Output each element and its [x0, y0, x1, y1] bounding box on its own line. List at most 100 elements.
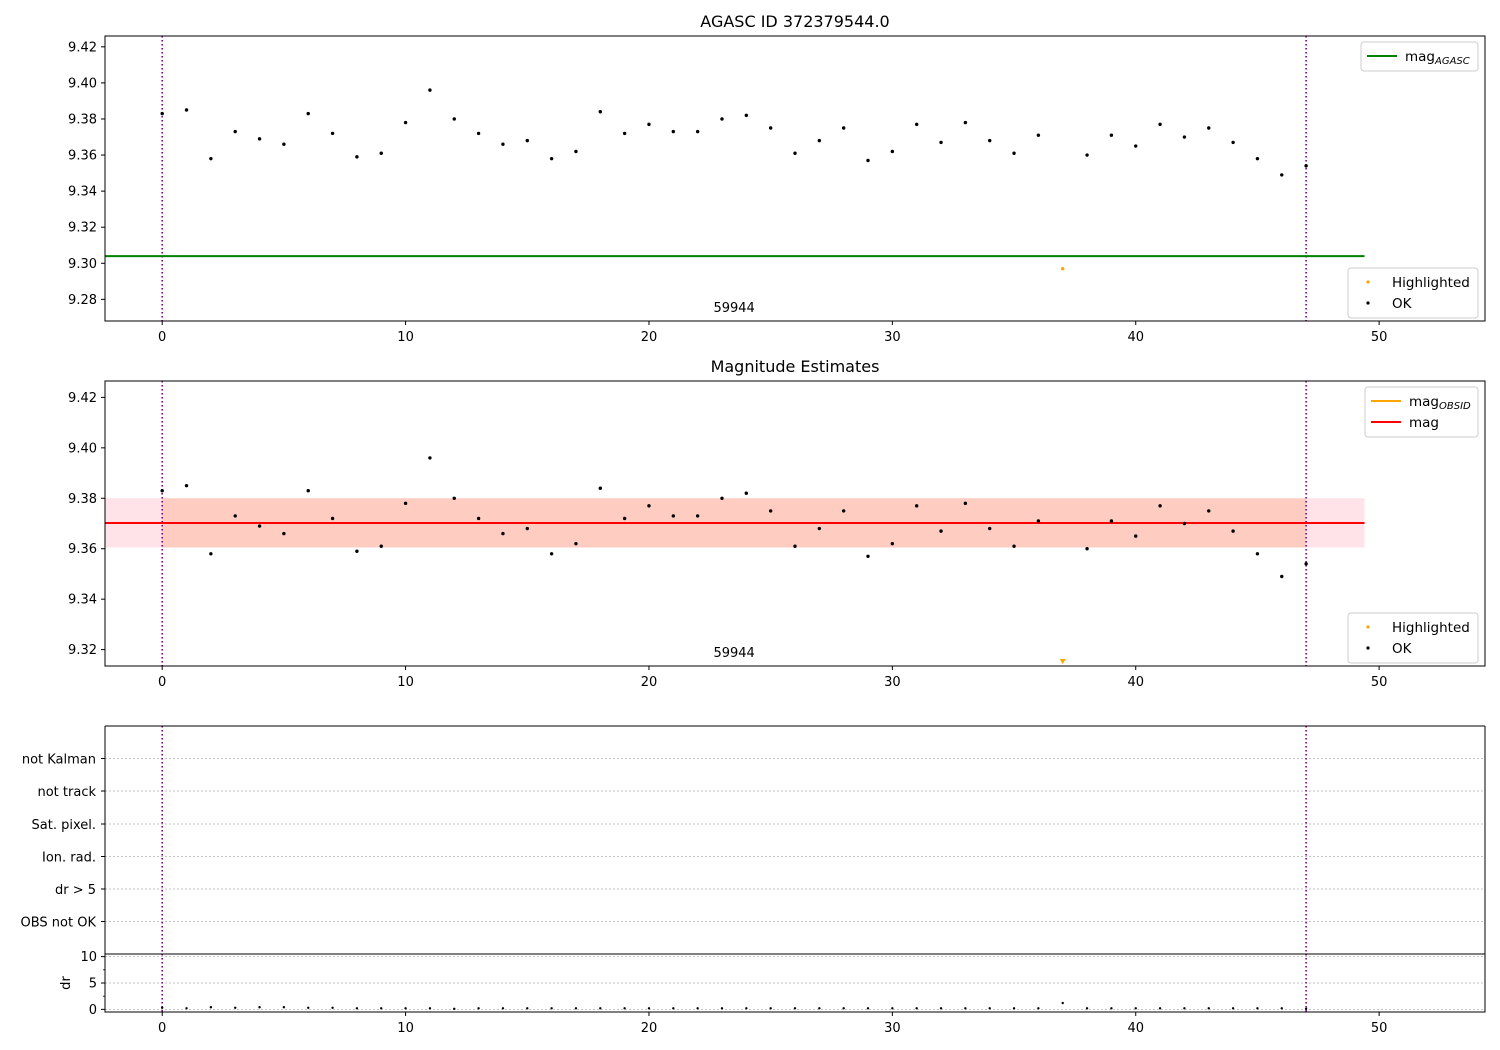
legend-label-main: OK	[1392, 296, 1413, 312]
data-point-ok	[525, 138, 529, 143]
data-point-ok	[841, 126, 846, 130]
flag-category-label: Ion. rad.	[42, 851, 96, 866]
obs-annotation: 59944	[713, 646, 754, 661]
data-point-ok	[257, 524, 262, 528]
data-point-ok	[209, 156, 213, 161]
data-point-ok	[1085, 153, 1089, 157]
data-point-ok	[233, 129, 237, 134]
x-tick-label: 40	[1127, 1021, 1144, 1036]
x-tick-label: 20	[641, 675, 658, 690]
x-tick-label: 30	[884, 1021, 901, 1036]
data-point-ok	[939, 140, 943, 145]
data-point-ok	[257, 137, 262, 141]
dr-point	[1134, 1007, 1137, 1010]
data-point-ok	[817, 138, 822, 143]
legend-label: Highlighted	[1392, 620, 1470, 636]
data-point-ok	[330, 131, 335, 136]
panel-title: AGASC ID 372379544.0	[700, 12, 889, 31]
data-point-ok	[988, 526, 992, 531]
x-tick-label: 10	[397, 675, 414, 690]
legend-point-swatch	[1366, 301, 1370, 305]
data-point-ok	[890, 149, 895, 154]
legend-label: magOBSID	[1409, 394, 1471, 412]
data-point-ok	[1182, 521, 1187, 526]
dr-point	[428, 1007, 432, 1010]
dr-point	[964, 1007, 967, 1010]
data-point-ok	[452, 496, 456, 500]
data-point-highlighted	[1061, 266, 1065, 271]
data-point-ok	[720, 496, 724, 500]
legend-label: magAGASC	[1405, 49, 1470, 67]
data-point-ok	[306, 489, 310, 493]
dr-point	[331, 1006, 334, 1009]
y-tick-label: 9.34	[68, 593, 97, 608]
data-point-ok	[1036, 133, 1041, 137]
dr-point	[258, 1006, 261, 1009]
data-point-ok	[282, 531, 286, 536]
dr-point	[818, 1007, 821, 1010]
dr-point	[793, 1007, 797, 1010]
data-point-ok	[379, 544, 383, 548]
data-point-ok	[1231, 529, 1235, 533]
data-point-ok	[914, 504, 919, 508]
legend-label-main: mag	[1409, 415, 1439, 431]
data-point-ok	[1304, 562, 1308, 566]
data-point-ok	[988, 138, 992, 143]
x-tick-label: 50	[1371, 330, 1388, 345]
data-point-ok	[233, 514, 237, 518]
y-tick-label: 0	[89, 1003, 97, 1018]
data-point-ok	[476, 131, 481, 136]
legend-label-subscript: OBSID	[1439, 401, 1471, 412]
data-point-ok	[403, 120, 408, 125]
data-point-ok	[1134, 144, 1138, 148]
x-tick-label: 20	[641, 330, 658, 345]
legend-label: mag	[1409, 415, 1439, 431]
legend-box	[1360, 41, 1479, 72]
x-tick-label: 0	[158, 330, 166, 345]
data-point-ok	[1134, 534, 1138, 538]
dr-point	[1280, 1007, 1283, 1010]
legend-box	[1347, 267, 1479, 319]
y-tick-label: 9.38	[68, 112, 97, 127]
data-point-ok	[939, 529, 943, 533]
data-point-ok	[695, 129, 700, 134]
y-tick-label: 9.36	[68, 542, 97, 557]
x-tick-label: 30	[884, 675, 901, 690]
data-point-ok	[768, 126, 773, 130]
data-point-ok	[598, 110, 602, 114]
dr-point	[1183, 1007, 1186, 1010]
dr-point	[623, 1007, 626, 1010]
data-point-ok	[793, 151, 797, 155]
y-tick-label: 10	[80, 950, 97, 965]
legend-point-swatch	[1366, 280, 1370, 284]
data-point-ok	[476, 516, 481, 521]
data-point-ok	[963, 501, 968, 506]
data-point-ok	[671, 514, 676, 518]
y-tick-label: 9.42	[68, 391, 97, 406]
data-point-ok	[1280, 574, 1284, 579]
dr-point	[1304, 1007, 1308, 1011]
dr-point	[574, 1007, 578, 1010]
dr-point	[1207, 1007, 1210, 1010]
data-point-ok	[1109, 519, 1114, 523]
data-point-ok	[549, 156, 554, 161]
legend-label: Highlighted	[1392, 275, 1470, 291]
legend-label-main: Highlighted	[1392, 620, 1470, 636]
legend-label: OK	[1392, 641, 1413, 657]
flag-category-label: OBS not OK	[21, 916, 97, 931]
data-point-ok	[355, 155, 359, 159]
data-point-ok	[501, 142, 505, 146]
obs-annotation: 59944	[713, 301, 754, 316]
dr-point	[1110, 1007, 1113, 1010]
x-tick-label: 30	[884, 330, 901, 345]
dr-point	[1037, 1007, 1040, 1010]
data-point-ok	[793, 544, 797, 548]
dr-point	[209, 1006, 213, 1009]
dr-point	[1012, 1007, 1016, 1010]
data-point-ok	[1231, 140, 1235, 145]
legend-label-main: mag	[1405, 49, 1435, 65]
dr-point	[891, 1007, 894, 1010]
data-point-ok	[1012, 151, 1016, 155]
dr-point	[550, 1007, 553, 1010]
dr-point	[988, 1007, 991, 1010]
